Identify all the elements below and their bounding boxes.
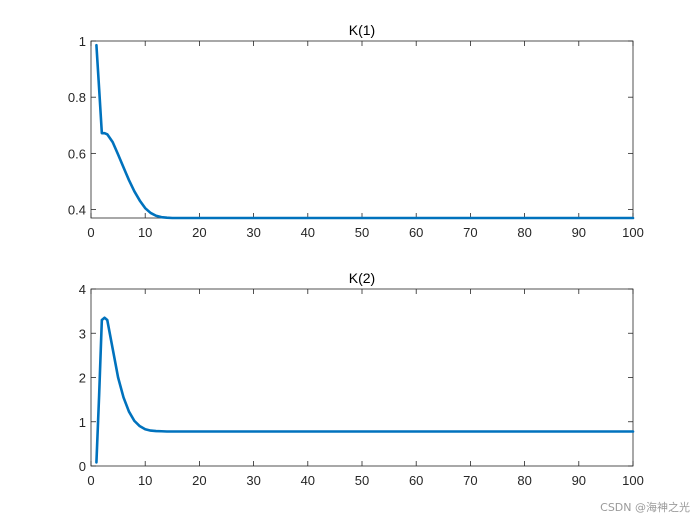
k1-xtick-label: 30 — [246, 225, 260, 240]
k1-xtick-label: 90 — [572, 225, 586, 240]
k1-series-line — [95, 43, 635, 220]
k2-xtick-label: 90 — [572, 473, 586, 488]
k1-xtick-label: 60 — [409, 225, 423, 240]
k1-xtick-label: 20 — [192, 225, 206, 240]
k1-xtick-label: 100 — [622, 225, 644, 240]
k1-xtick-label: 40 — [301, 225, 315, 240]
k2-title: K(2) — [349, 270, 375, 286]
k2-xtick-label: 80 — [517, 473, 531, 488]
chart-k2: K(2) 0 10 20 30 40 50 60 70 80 90 100 0 1 2 3 4 — [79, 270, 644, 488]
k2-xtick-label: 100 — [622, 473, 644, 488]
k2-xtick-label: 30 — [246, 473, 260, 488]
k2-xtick-label: 40 — [301, 473, 315, 488]
k2-xtick-label: 70 — [463, 473, 477, 488]
k1-plot-box — [90, 40, 634, 219]
k2-ytick-label: 0 — [79, 459, 86, 474]
k2-ytick-label: 2 — [79, 371, 86, 386]
k1-xtick-label: 10 — [138, 225, 152, 240]
k2-xtick-label: 50 — [355, 473, 369, 488]
k2-xtick-label: 10 — [138, 473, 152, 488]
k1-xtick-label: 70 — [463, 225, 477, 240]
k2-ytick-label: 4 — [79, 282, 86, 297]
k1-ytick-label: 0.4 — [68, 203, 86, 218]
k2-series-line — [95, 316, 635, 464]
k1-title: K(1) — [349, 22, 375, 38]
watermark: CSDN @海神之光 — [600, 501, 690, 514]
k1-xtick-label: 0 — [87, 225, 94, 240]
k2-plot-box — [90, 288, 634, 467]
chart-k1: K(1) 0 10 20 30 40 50 60 70 80 90 100 0.4 0.6 0.8 1 — [68, 22, 644, 240]
k1-ytick-label: 0.8 — [68, 90, 86, 105]
k1-ytick-label: 1 — [79, 34, 86, 49]
k2-xtick-label: 60 — [409, 473, 423, 488]
k2-ytick-label: 1 — [79, 415, 86, 430]
k1-xtick-label: 50 — [355, 225, 369, 240]
k2-xtick-label: 0 — [87, 473, 94, 488]
k2-xtick-label: 20 — [192, 473, 206, 488]
k2-ytick-label: 3 — [79, 326, 86, 341]
k1-xtick-label: 80 — [517, 225, 531, 240]
k1-ytick-label: 0.6 — [68, 146, 86, 161]
